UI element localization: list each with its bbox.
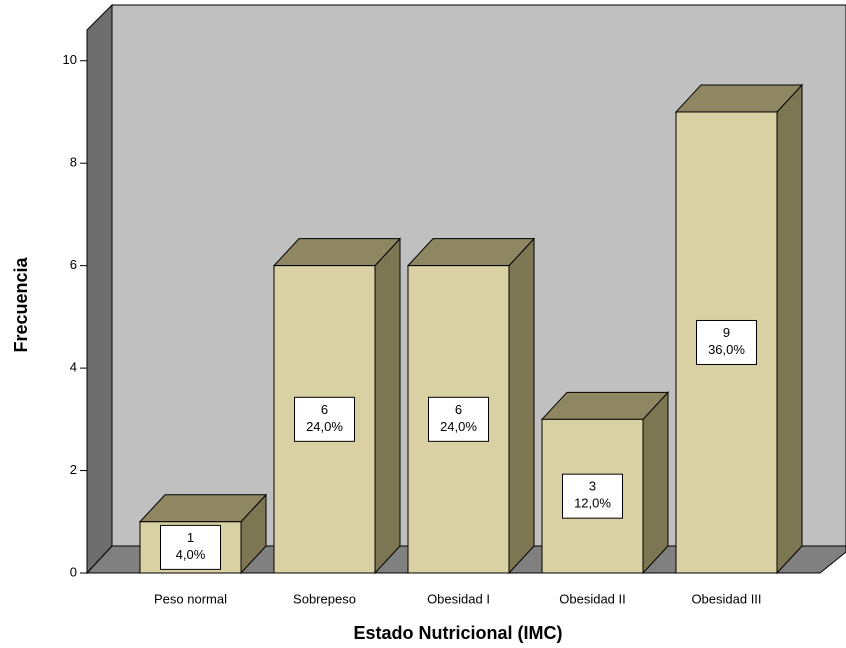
value-label-box xyxy=(696,319,757,365)
percentage-label: 4,0% xyxy=(176,547,206,562)
value-label-box xyxy=(562,473,623,519)
value-label: 6 xyxy=(321,402,328,417)
value-label: 1 xyxy=(187,530,194,545)
value-label-box xyxy=(428,396,489,442)
value-label-box xyxy=(160,524,221,570)
value-label-box xyxy=(294,396,355,442)
bar-side xyxy=(776,83,803,575)
percentage-label: 12,0% xyxy=(574,496,611,511)
bar-side xyxy=(374,237,401,575)
x-tick-label: Obesidad I xyxy=(427,591,490,606)
x-tick-label: Peso normal xyxy=(154,591,227,606)
value-label: 9 xyxy=(723,325,730,340)
y-tick-label: 10 xyxy=(63,52,77,67)
bar xyxy=(540,391,670,575)
x-axis-title: Estado Nutricional (IMC) xyxy=(353,623,562,643)
percentage-label: 24,0% xyxy=(440,419,477,434)
bar-side xyxy=(508,237,535,575)
value-label: 3 xyxy=(589,479,596,494)
bar xyxy=(138,493,268,575)
y-tick-label: 4 xyxy=(70,360,77,375)
y-axis-title: Frecuencia xyxy=(11,256,31,352)
side-wall xyxy=(86,3,113,575)
y-tick-label: 2 xyxy=(70,462,77,477)
percentage-label: 24,0% xyxy=(306,419,343,434)
y-tick-label: 8 xyxy=(70,155,77,170)
percentage-label: 36,0% xyxy=(708,342,745,357)
x-tick-label: Sobrepeso xyxy=(293,591,356,606)
value-label: 6 xyxy=(455,402,462,417)
x-tick-label: Obesidad II xyxy=(559,591,626,606)
y-tick-label: 6 xyxy=(70,257,77,272)
bar-side xyxy=(642,391,669,575)
y-tick-label: 0 xyxy=(70,564,77,579)
x-tick-label: Obesidad III xyxy=(691,591,761,606)
